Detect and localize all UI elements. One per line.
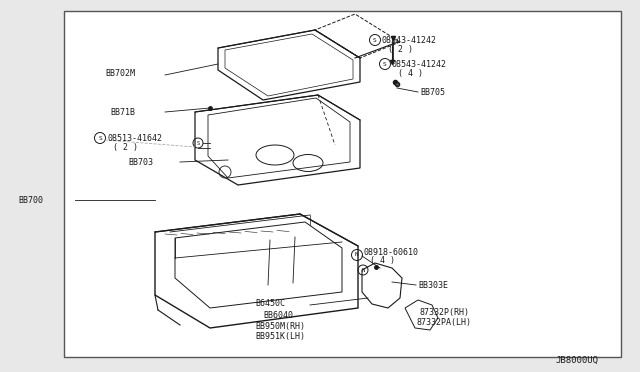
FancyBboxPatch shape [64,11,621,357]
Text: S: S [373,38,377,42]
Text: 87332PA(LH): 87332PA(LH) [417,318,472,327]
Text: BB705: BB705 [420,87,445,96]
Text: BB303E: BB303E [418,280,448,289]
Text: BB6040: BB6040 [263,311,293,320]
Text: 08543-41242: 08543-41242 [392,60,447,68]
Text: BB951K(LH): BB951K(LH) [255,331,305,340]
Text: ( 2 ): ( 2 ) [113,142,138,151]
Text: BB703: BB703 [128,157,153,167]
Text: N: N [362,267,365,273]
Text: S: S [383,61,387,67]
Text: ( 2 ): ( 2 ) [388,45,413,54]
Text: ( 4 ): ( 4 ) [398,68,423,77]
Text: BB950M(RH): BB950M(RH) [255,321,305,330]
Text: 08543-41242: 08543-41242 [382,35,437,45]
Text: BB700: BB700 [18,196,43,205]
Text: 87332P(RH): 87332P(RH) [420,308,470,317]
Text: N: N [355,253,359,257]
Text: ( 4 ): ( 4 ) [370,257,395,266]
Text: BB702M: BB702M [105,68,135,77]
Text: B6450C: B6450C [255,298,285,308]
Text: JB8000UQ: JB8000UQ [555,356,598,365]
Text: S: S [98,135,102,141]
Text: 08918-60610: 08918-60610 [364,247,419,257]
Text: S: S [196,141,200,145]
Text: BB71B: BB71B [110,108,135,116]
Text: 08513-41642: 08513-41642 [107,134,162,142]
